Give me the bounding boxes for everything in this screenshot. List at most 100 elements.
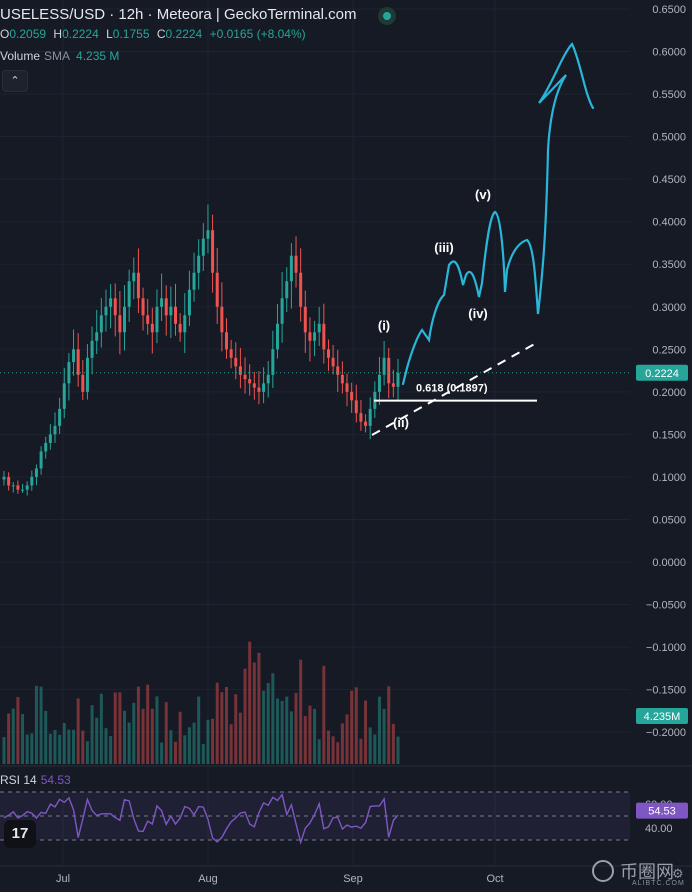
low-label: L xyxy=(106,27,113,41)
candle-body xyxy=(178,323,182,333)
candle-body xyxy=(211,230,215,273)
candle-body xyxy=(368,408,372,426)
volume-bar xyxy=(224,686,228,764)
volume-bar xyxy=(262,690,266,764)
volume-bar xyxy=(373,734,377,764)
gear-icon[interactable]: ⚙ xyxy=(672,866,684,881)
candle-body xyxy=(90,340,94,358)
candle-body xyxy=(11,485,15,487)
last-price-tag xyxy=(636,364,688,381)
time-tick-label: Sep xyxy=(343,873,363,885)
volume-bar xyxy=(387,686,391,764)
time-tick-label: Aug xyxy=(198,873,218,885)
candle-body xyxy=(81,374,85,392)
volume-sma-label: SMA xyxy=(44,49,71,63)
volume-bar xyxy=(123,710,127,764)
volume-bars xyxy=(2,641,400,764)
volume-bar xyxy=(248,641,252,764)
candle-body xyxy=(155,306,159,333)
volume-bar xyxy=(21,714,25,764)
wave-label: (iii) xyxy=(434,240,454,255)
rsi-legend[interactable]: RSI 14 54.53 xyxy=(0,773,71,787)
price-tick-label: −0.1500 xyxy=(646,685,686,697)
high-value: 0.2224 xyxy=(62,27,99,41)
price-axis[interactable]: 0.6500 0.6000 0.5500 0.5000 0.4500 0.4000 0.35… xyxy=(636,4,688,739)
candle-body xyxy=(234,357,238,367)
rsi-value-tag-text: 54.53 xyxy=(648,806,676,818)
candle-body xyxy=(174,306,178,324)
volume-bar xyxy=(308,705,312,764)
volume-bar xyxy=(336,742,340,764)
price-tick-label: 0.1000 xyxy=(652,472,686,484)
volume-bar xyxy=(72,729,76,764)
candlesticks xyxy=(2,204,400,496)
volume-value: 4.235 M xyxy=(76,49,120,63)
candle-body xyxy=(187,289,191,316)
volume-bar xyxy=(104,728,108,764)
volume-bar xyxy=(95,717,99,764)
candle-body xyxy=(396,372,400,387)
rsi-label: RSI 14 xyxy=(0,773,37,787)
candle-body xyxy=(303,306,307,333)
volume-legend[interactable]: Volume SMA 4.235 M xyxy=(0,49,119,63)
tradingview-logo-icon[interactable]: 17 xyxy=(4,820,36,848)
price-tick-label: 0.0500 xyxy=(652,514,686,526)
candle-body xyxy=(132,272,136,282)
volume-bar xyxy=(178,711,182,764)
time-tick-label: Oct xyxy=(486,873,503,885)
candle-body xyxy=(387,357,391,384)
candle-body xyxy=(99,315,103,333)
candle-body xyxy=(275,323,279,350)
price-tick-label: 0.3000 xyxy=(652,302,686,314)
close-value: 0.2224 xyxy=(165,27,203,41)
wave-label: (iv) xyxy=(468,306,488,321)
rsi-value: 54.53 xyxy=(40,773,71,787)
low-value: 0.1755 xyxy=(112,27,150,41)
volume-bar xyxy=(234,694,238,764)
volume-bar xyxy=(67,729,71,764)
volume-bar xyxy=(326,730,330,764)
volume-bar xyxy=(132,702,136,764)
candle-body xyxy=(169,306,173,316)
volume-bar xyxy=(229,724,233,764)
price-tick-label: 0.4000 xyxy=(652,217,686,229)
candle-body xyxy=(113,298,117,316)
candle-body xyxy=(382,357,386,375)
volume-bar xyxy=(113,692,117,764)
candle-body xyxy=(123,306,127,333)
volume-bar xyxy=(81,730,85,764)
volume-bar xyxy=(109,736,113,764)
volume-bar xyxy=(44,710,48,764)
volume-bar xyxy=(359,738,363,764)
volume-bar xyxy=(289,711,293,764)
volume-bar xyxy=(164,702,168,764)
rsi-tick-label: 40.00 xyxy=(645,823,673,835)
volume-bar xyxy=(396,736,400,764)
rsi-value-tag xyxy=(636,802,688,819)
wave-label: (ii) xyxy=(393,415,409,430)
candle-body xyxy=(127,281,131,307)
candle-body xyxy=(25,485,29,490)
candle-body xyxy=(62,383,66,409)
watermark-text: 币圈网 xyxy=(620,862,674,882)
price-tick-label: 0.4500 xyxy=(652,174,686,186)
volume-bar xyxy=(382,708,386,764)
candle-body xyxy=(72,349,76,363)
candle-body xyxy=(313,332,317,341)
volume-bar xyxy=(141,708,145,764)
volume-bar xyxy=(303,716,307,764)
volume-bar xyxy=(25,734,29,764)
price-tick-label: 0.3500 xyxy=(652,259,686,271)
candle-body xyxy=(39,451,43,469)
candle-body xyxy=(331,357,335,367)
fib-level-label: 0.618 (0.1897) xyxy=(416,383,488,395)
volume-bar xyxy=(266,682,270,764)
watermark-circle-icon xyxy=(592,860,614,882)
collapse-legend-button[interactable]: ⌃ xyxy=(2,70,28,92)
time-axis[interactable]: Jul Aug Sep Oct xyxy=(56,873,504,885)
volume-bar xyxy=(243,668,247,764)
change-value: +0.0165 (+8.04%) xyxy=(209,27,306,41)
volume-bar xyxy=(99,693,103,764)
candle-body xyxy=(95,332,99,341)
